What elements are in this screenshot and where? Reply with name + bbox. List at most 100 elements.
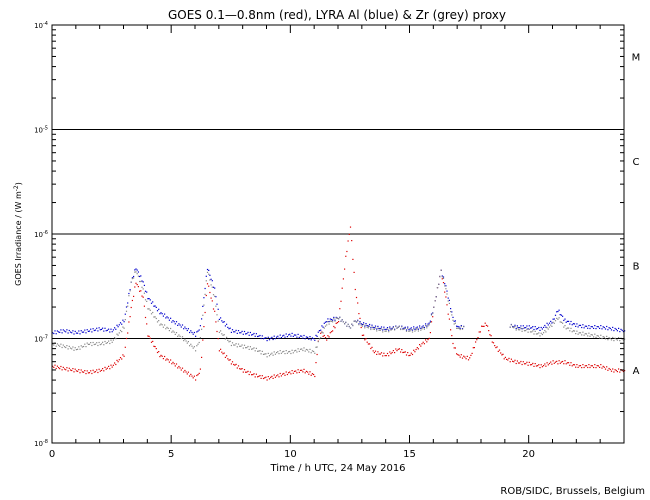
series-point [156, 321, 159, 323]
series-point [482, 325, 484, 327]
series-point [187, 341, 189, 343]
series-point [217, 308, 219, 310]
series-point [366, 341, 368, 343]
series-point [183, 328, 185, 330]
series-point [594, 364, 596, 366]
series-point [121, 323, 123, 325]
series-point [226, 336, 228, 338]
series-point [210, 297, 212, 299]
series-point [558, 360, 560, 362]
series-point [124, 319, 126, 321]
series-point [217, 320, 219, 322]
series-point [252, 333, 254, 336]
series-point [441, 278, 443, 280]
series-point [255, 333, 257, 335]
series-point [316, 346, 318, 348]
series-point [293, 334, 296, 336]
series-point [340, 300, 342, 302]
series-point [459, 356, 461, 358]
series-point [386, 327, 389, 329]
series-point [284, 353, 286, 355]
series-point [543, 326, 545, 328]
series [52, 268, 626, 342]
series-point [604, 368, 607, 370]
series-point [613, 330, 615, 332]
series-point [610, 339, 613, 341]
series-point [463, 326, 465, 328]
series-point [186, 342, 188, 344]
series-point [624, 338, 626, 340]
series-point [222, 353, 224, 355]
series-point [160, 354, 162, 356]
series-point [408, 355, 410, 357]
series-point [366, 326, 368, 328]
series-point [90, 370, 92, 372]
series-point [305, 348, 307, 351]
series-point [87, 372, 89, 374]
series-point [471, 352, 473, 354]
series-point [402, 328, 404, 331]
series-point [205, 280, 207, 282]
series-point [268, 378, 271, 380]
series-point [361, 323, 363, 326]
series-point [537, 365, 539, 367]
series-point [571, 331, 573, 333]
series-point [104, 366, 106, 368]
series-point [210, 278, 212, 280]
series-point [271, 375, 273, 377]
series-point [323, 334, 325, 337]
series-point [394, 352, 396, 354]
series-point [415, 329, 417, 331]
series-point [118, 324, 120, 326]
series-point [229, 359, 231, 361]
series-point [121, 358, 123, 360]
series-point [174, 365, 176, 367]
series-point [240, 368, 242, 370]
series-point [579, 324, 582, 326]
series-point [459, 327, 461, 329]
series-point [235, 363, 237, 365]
y-tick-label: 10-6 [34, 230, 48, 239]
series-point [330, 318, 333, 321]
series-point [77, 370, 79, 372]
series-point [391, 327, 393, 329]
series-point [240, 332, 242, 334]
series-point [116, 359, 118, 361]
series-point [545, 326, 547, 328]
series-point [609, 337, 611, 340]
series-point [529, 327, 532, 329]
series-point [411, 331, 414, 333]
series-point [384, 328, 386, 331]
series-point [198, 341, 200, 344]
series-point [135, 271, 137, 273]
series-point [510, 324, 512, 326]
flare-class-label: B [633, 261, 640, 272]
series-point [389, 326, 391, 328]
series-point [122, 354, 124, 356]
series-point [97, 344, 99, 347]
series-point [517, 327, 520, 329]
series-point [340, 320, 342, 322]
series-point [479, 331, 481, 333]
series-point [301, 335, 303, 337]
series-point [123, 321, 125, 323]
series-point [267, 376, 269, 378]
series-point [118, 359, 120, 361]
series-point [445, 296, 447, 298]
series-point [224, 338, 226, 340]
series-point [261, 350, 263, 352]
series-point [572, 364, 574, 366]
series-point [562, 315, 564, 317]
series-point [336, 317, 338, 319]
series-point [234, 344, 236, 346]
series-point [168, 361, 170, 363]
series-point [600, 364, 602, 366]
series-point [532, 326, 534, 328]
series-point [150, 302, 153, 304]
series-point [422, 341, 424, 343]
series-point [63, 368, 66, 370]
series-point [360, 323, 362, 325]
series-point [577, 333, 579, 335]
series-point [242, 333, 244, 335]
series-point [563, 363, 565, 365]
